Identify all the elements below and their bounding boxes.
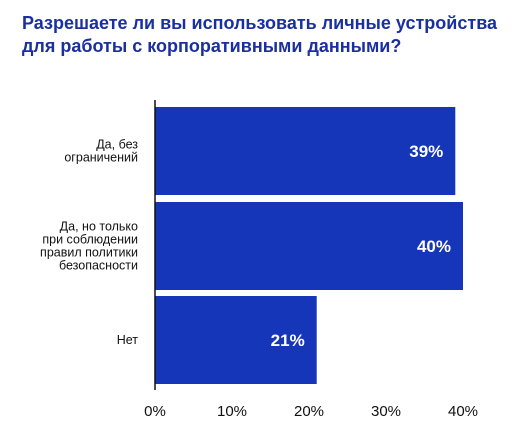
bars-group [155,107,463,384]
x-tick-label-0: 0% [144,403,166,420]
x-axis-ticks: 0% 10% 20% 30% 40% [144,403,478,420]
category-label-3: Нет [117,333,139,347]
value-label-1: 39% [409,142,443,161]
x-tick-label-30: 30% [371,403,401,420]
bar-1 [155,107,456,195]
value-label-2: 40% [417,237,451,256]
bar-3 [155,296,317,384]
value-labels: 39% 40% 21% [271,142,451,350]
category-label-2: Да, но только при соблюдении правил полити… [40,220,138,273]
bar-2 [155,202,463,290]
category-label-1: Да, без ограничений [64,138,138,165]
chart-title: Разрешаете ли вы использовать личные уст… [22,13,498,56]
value-label-3: 21% [271,331,305,350]
category-labels: Да, без ограничений Да, но только при соблю… [40,138,138,348]
x-tick-label-20: 20% [294,403,324,420]
x-tick-label-40: 40% [448,403,478,420]
x-tick-label-10: 10% [217,403,247,420]
